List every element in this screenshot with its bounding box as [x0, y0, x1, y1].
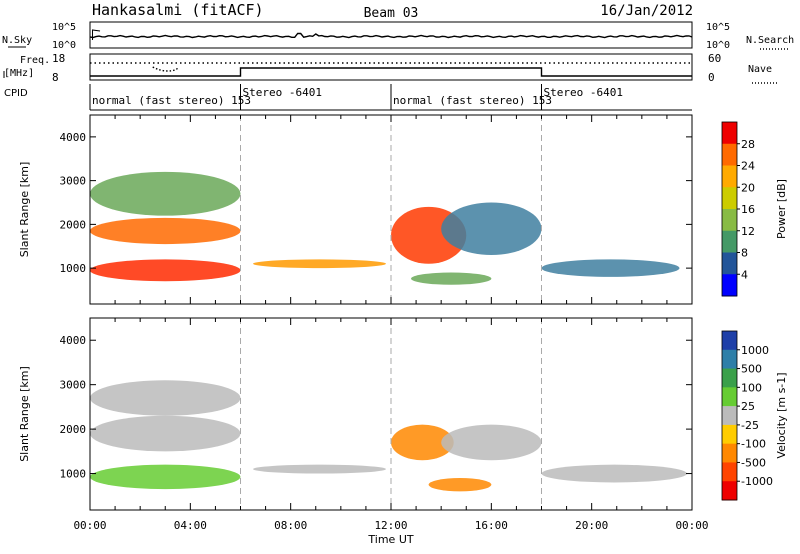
colorbar-swatch — [722, 209, 737, 232]
colorbar-swatch — [722, 143, 737, 166]
x-tick-label: 04:00 — [174, 519, 207, 532]
colorbar-label: Velocity [m s-1] — [775, 372, 788, 458]
data-blob — [90, 217, 241, 245]
colorbar-swatch — [722, 165, 737, 188]
colorbar-frame — [721, 330, 738, 501]
data-blob — [391, 424, 454, 461]
colorbar-swatch — [722, 252, 737, 275]
y-axis-label: Slant Range [km] — [18, 366, 31, 462]
colorbar-swatch — [722, 368, 737, 388]
cpid-label: CPID — [4, 88, 28, 99]
colorbar-swatch — [722, 274, 737, 297]
nsky-noise-line — [89, 32, 693, 39]
data-blob — [253, 259, 386, 269]
noise-panel-frame — [89, 21, 693, 49]
colorbar-swatch — [722, 387, 737, 407]
noise-tick-low-right: 10^0 — [706, 40, 730, 51]
y-tick-label: 4000 — [60, 334, 87, 347]
noise-tick-low-left: 10^0 — [52, 40, 76, 51]
colorbar-tick-label: 100 — [741, 381, 762, 394]
colorbar-swatch — [722, 122, 737, 145]
cpid-segment-label: Stereo -6401 — [243, 86, 322, 99]
y-tick-label: 1000 — [60, 468, 87, 481]
x-axis-label: Time UT — [367, 533, 413, 546]
freq-label: Freq. — [20, 55, 50, 66]
cpid-segment-label: Stereo -6401 — [544, 86, 623, 99]
y-tick-label: 2000 — [60, 218, 87, 231]
colorbar-label: Power [dB] — [775, 179, 788, 239]
colorbar-tick-label: 16 — [741, 203, 755, 216]
y-tick-label: 3000 — [60, 379, 87, 392]
station-title: Hankasalmi (fitACF) — [92, 1, 264, 19]
colorbar-swatch — [722, 406, 737, 426]
nave-tick-high: 60 — [708, 52, 721, 65]
nave-dip — [152, 66, 179, 72]
x-tick-label: 12:00 — [374, 519, 407, 532]
colorbar-tick-label: -25 — [741, 419, 759, 432]
y-tick-label: 1000 — [60, 262, 87, 275]
date-label: 16/Jan/2012 — [600, 3, 693, 19]
colorbar-tick-label: -500 — [741, 456, 766, 469]
nave-tick-low: 0 — [708, 71, 715, 84]
colorbar-swatch — [722, 230, 737, 253]
cpid-segment-label: normal (fast stereo) 153 — [92, 94, 251, 107]
freq-panel-frame — [89, 53, 693, 81]
data-blob — [428, 478, 492, 492]
beam-label: Beam 03 — [364, 6, 419, 21]
freq-tick-high: 18 — [52, 52, 65, 65]
x-tick-label: 00:00 — [73, 519, 106, 532]
data-blob — [90, 415, 241, 452]
y-axis-label: Slant Range [km] — [18, 162, 31, 258]
colorbar-swatch — [722, 462, 737, 482]
colorbar-tick-label: 28 — [741, 138, 755, 151]
nsearch-label: N.Search — [746, 35, 794, 46]
colorbar-tick-label: -1000 — [741, 475, 773, 488]
data-blob — [541, 464, 687, 483]
colorbar-tick-label: 12 — [741, 225, 755, 238]
cpid-segment-label: normal (fast stereo) 153 — [393, 94, 552, 107]
x-tick-label: 20:00 — [575, 519, 608, 532]
colorbar-tick-label: 1000 — [741, 344, 769, 357]
data-blob — [441, 202, 542, 255]
freq-tick-low: 8 — [52, 71, 59, 84]
colorbar-tick-label: 20 — [741, 181, 755, 194]
nave-label: Nave — [748, 64, 772, 75]
colorbar-swatch — [722, 187, 737, 210]
x-tick-label: 16:00 — [475, 519, 508, 532]
nsky-noise-start — [92, 29, 101, 40]
y-tick-label: 2000 — [60, 423, 87, 436]
colorbar-swatch — [722, 481, 737, 501]
frequency-line — [90, 67, 692, 77]
colorbar-swatch — [722, 349, 737, 370]
colorbar-swatch — [722, 443, 737, 463]
colorbar-tick-label: 25 — [741, 400, 755, 413]
noise-tick-high-right: 10^5 — [706, 22, 730, 33]
data-blob — [90, 171, 241, 216]
nsky-label: N.Sky — [2, 35, 32, 46]
colorbar-tick-label: 8 — [741, 247, 748, 260]
data-blob — [541, 259, 680, 277]
noise-tick-high-left: 10^5 — [52, 22, 76, 33]
data-blob — [253, 464, 386, 474]
x-tick-label: 08:00 — [274, 519, 307, 532]
colorbar-swatch — [722, 331, 737, 351]
colorbar-tick-label: 24 — [741, 160, 755, 173]
data-blob — [90, 464, 241, 490]
colorbar-tick-label: -100 — [741, 438, 766, 451]
y-tick-label: 3000 — [60, 175, 87, 188]
colorbar-swatch — [722, 424, 737, 445]
data-blob — [441, 424, 542, 461]
data-blob — [90, 259, 241, 282]
colorbar-tick-label: 500 — [741, 363, 762, 376]
data-blob — [411, 272, 492, 285]
x-tick-label: 00:00 — [675, 519, 708, 532]
freq-unit: [MHz] — [4, 68, 34, 79]
y-tick-label: 4000 — [60, 131, 87, 144]
data-blob — [90, 380, 241, 416]
colorbar-tick-label: 4 — [741, 268, 748, 281]
